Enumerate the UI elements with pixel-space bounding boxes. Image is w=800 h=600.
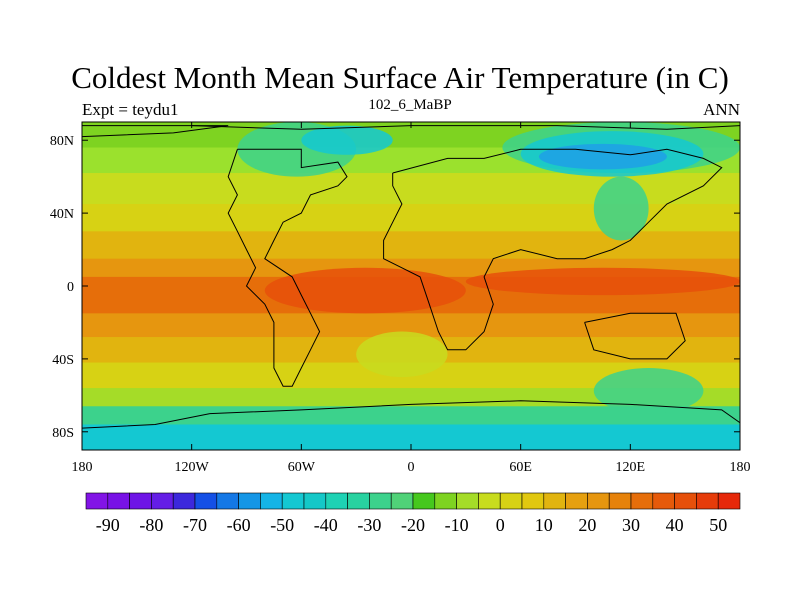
colorbar-label: -70 [183,515,207,535]
coastline [584,312,686,360]
lon-tick-label: 120E [616,460,646,475]
temperature-band [82,406,740,425]
lon-tick-label: 60W [288,460,316,475]
lat-tick-label: 80S [52,426,74,441]
coastline [227,148,348,387]
colorbar-swatch [674,492,697,510]
colorbar-swatch [630,492,654,510]
temperature-patch [264,267,466,314]
colorbar-label: -10 [445,515,469,535]
colorbar-swatch [216,492,239,510]
season-label: ANN [703,100,740,119]
lon-tick-label: 60E [509,460,532,475]
lat-tick-label: 0 [67,280,74,295]
colorbar-swatch [587,492,610,510]
colorbar-swatch [456,492,479,510]
temperature-patch [301,125,393,155]
colorbar-swatch [717,492,741,510]
lat-tick-label: 80N [50,134,74,149]
colorbar-swatch [652,492,675,510]
coastlines [82,125,740,450]
coastline [82,400,740,450]
colorbar-label: 0 [496,515,505,535]
temperature-patch [593,176,649,241]
temperature-field [82,122,740,450]
colorbar-swatch [347,492,370,510]
colorbar-swatch [478,492,501,510]
colorbar-swatch [521,492,545,510]
colorbar-swatch [194,492,218,510]
temperature-band [82,388,740,407]
colorbar-swatch [303,492,327,510]
temperature-patch [356,331,448,378]
colorbar-label: -80 [139,515,163,535]
colorbar-label: -20 [401,515,425,535]
colorbar-label: 20 [578,515,596,535]
colorbar-swatch [238,492,261,510]
map-axes: 180 120W 60W 0 60E 120E 180 80N 40N 0 40S 80S [50,122,751,475]
colorbar-swatch [129,492,152,510]
colorbar-swatch [543,492,566,510]
colorbar-swatch [151,492,174,510]
lon-tick-label: 180 [72,460,93,475]
colorbar-swatch [107,492,130,510]
colorbar-swatch [260,492,283,510]
lon-tick-label: 180 [730,460,751,475]
lon-tick-label: 0 [408,460,415,475]
colorbar-swatch [281,492,305,510]
colorbar-label: -90 [96,515,120,535]
colorbar-swatch [390,492,414,510]
colorbar-swatch [172,492,196,510]
colorbar-swatch [412,492,436,510]
colorbar-swatch [565,492,588,510]
colorbar-label: 40 [666,515,684,535]
colorbar-label: 10 [535,515,553,535]
colorbar-swatch [434,492,457,510]
temperature-band [82,231,740,260]
colorbar-label: -30 [357,515,381,535]
lat-tick-label: 40S [52,353,74,368]
colorbar: -90 -80 -70 -60 -50 -40 -30 -20 -10 0 10 20 30 40 50 [85,492,741,535]
lat-tick-label: 40N [50,207,74,222]
colorbar-label: 30 [622,515,640,535]
temperature-patch [593,368,704,414]
colorbar-label: 50 [709,515,727,535]
coastline [383,148,723,351]
colorbar-swatch [85,492,109,510]
colorbar-swatch [369,492,392,510]
temperature-patch [538,143,667,170]
colorbar-swatch [499,492,523,510]
colorbar-label: -60 [227,515,251,535]
colorbar-swatch [608,492,632,510]
colorbar-label: -50 [270,515,294,535]
coastline [191,125,740,130]
colorbar-swatch [696,492,719,510]
colorbar-label: -40 [314,515,338,535]
experiment-label: Expt = teydu1 [82,100,179,119]
time-label: 102_6_MaBP [368,97,452,113]
coastline [82,125,229,138]
temperature-patch [465,267,740,296]
map-title: Coldest Month Mean Surface Air Temperatu… [71,60,729,95]
colorbar-swatch [325,492,348,510]
lon-tick-label: 120W [175,460,210,475]
